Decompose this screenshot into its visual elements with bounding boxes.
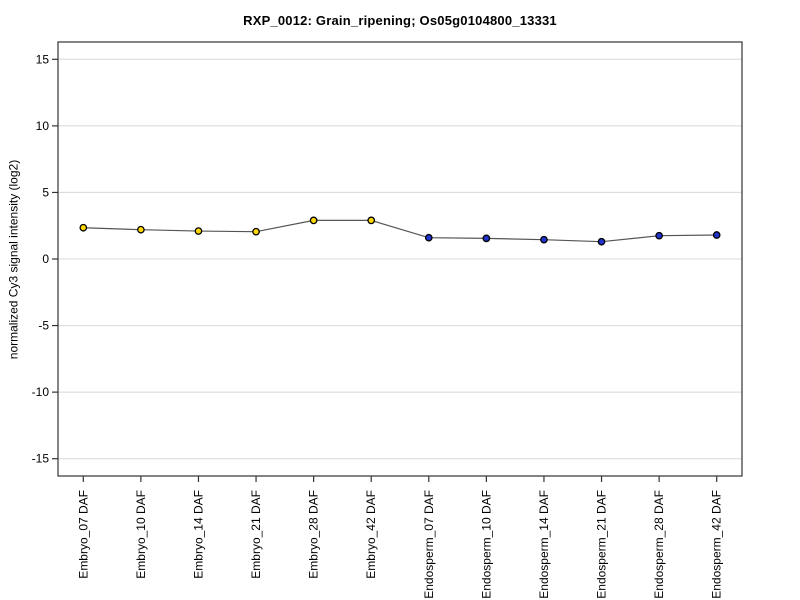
data-point-embryo	[137, 225, 145, 234]
data-point-embryo	[252, 227, 260, 236]
y-tick-label: -15	[32, 452, 50, 466]
x-tick-label: Endosperm_21 DAF	[595, 490, 609, 599]
data-point-embryo	[367, 216, 376, 225]
x-tick-label: Endosperm_10 DAF	[479, 490, 493, 599]
y-tick-label: 5	[42, 185, 49, 199]
data-point-embryo	[194, 227, 203, 235]
data-point-endosperm	[655, 231, 663, 240]
x-tick-label: Endosperm_14 DAF	[537, 490, 551, 599]
x-tick-label: Embryo_14 DAF	[191, 490, 205, 579]
y-tick-label: -5	[38, 319, 49, 333]
data-point-embryo	[79, 223, 88, 232]
x-tick-label: Embryo_21 DAF	[249, 490, 263, 579]
x-tick-label: Embryo_10 DAF	[134, 490, 148, 579]
x-tick-label: Embryo_42 DAF	[364, 490, 378, 579]
chart-title: RXP_0012: Grain_ripening; Os05g0104800_1…	[243, 13, 557, 28]
series-line	[83, 219, 717, 243]
y-tick-label: 0	[42, 252, 49, 266]
data-point-endosperm	[712, 231, 721, 239]
data-point-endosperm	[424, 233, 433, 242]
y-tick-label: -10	[32, 385, 50, 399]
data-point-endosperm	[597, 237, 606, 246]
data-point-endosperm	[482, 234, 491, 243]
x-tick-label: Endosperm_07 DAF	[422, 490, 436, 599]
y-tick-label: 10	[36, 119, 50, 133]
y-tick-label: 15	[36, 52, 50, 66]
data-point-endosperm	[540, 235, 548, 244]
x-tick-label: Endosperm_42 DAF	[710, 490, 724, 599]
x-tick-label: Embryo_28 DAF	[307, 490, 321, 579]
x-tick-label: Endosperm_28 DAF	[652, 490, 666, 599]
x-tick-label: Embryo_07 DAF	[76, 490, 90, 579]
data-point-embryo	[309, 216, 318, 225]
